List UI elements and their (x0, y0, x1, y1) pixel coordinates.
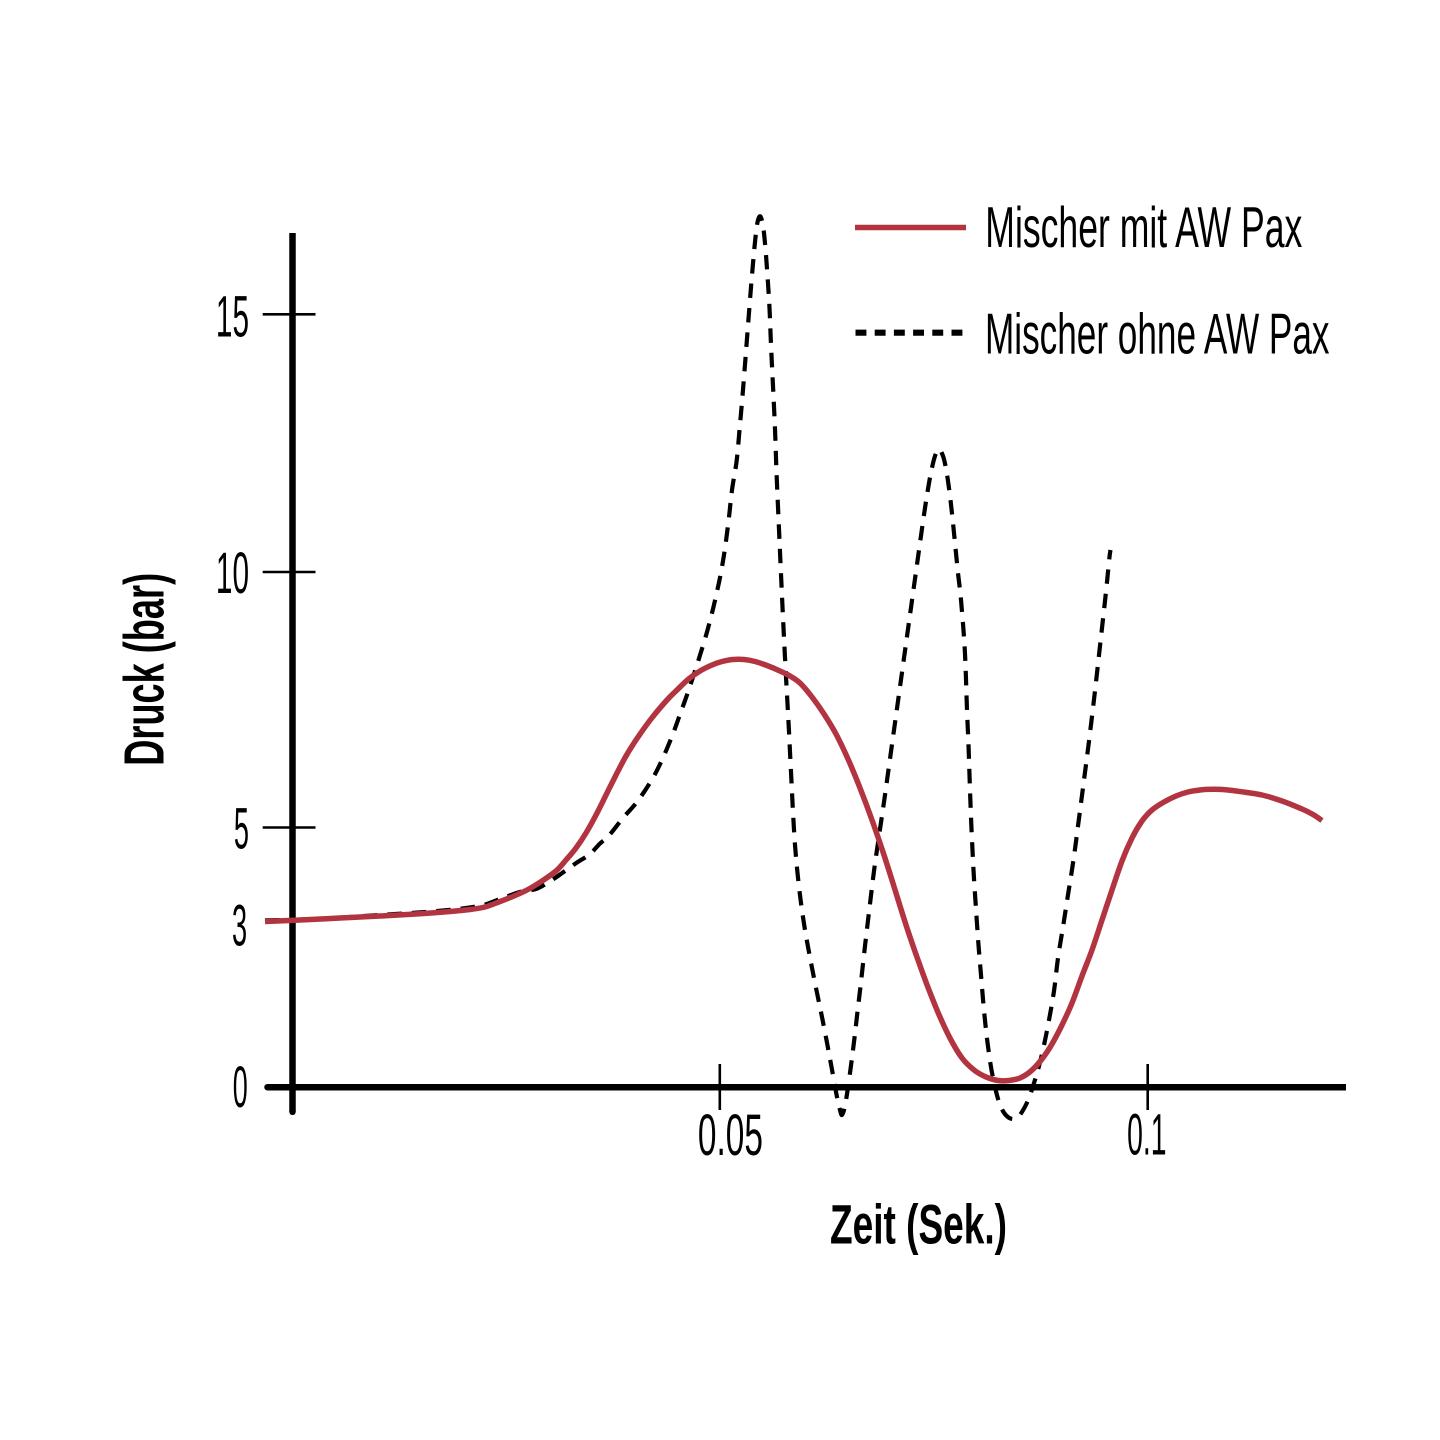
svg-text:3: 3 (232, 893, 247, 958)
svg-text:Mischer mit AW Pax: Mischer mit AW Pax (985, 196, 1302, 260)
svg-text:Zeit (Sek.): Zeit (Sek.) (830, 1193, 1007, 1256)
svg-text:Druck (bar): Druck (bar) (113, 573, 176, 766)
svg-text:0.1: 0.1 (1127, 1103, 1166, 1168)
svg-text:Mischer ohne AW Pax: Mischer ohne AW Pax (985, 303, 1330, 367)
svg-text:5: 5 (234, 797, 249, 862)
svg-text:10: 10 (216, 541, 249, 606)
svg-text:0: 0 (233, 1055, 248, 1120)
svg-text:15: 15 (216, 285, 249, 350)
svg-text:0.05: 0.05 (698, 1103, 763, 1168)
